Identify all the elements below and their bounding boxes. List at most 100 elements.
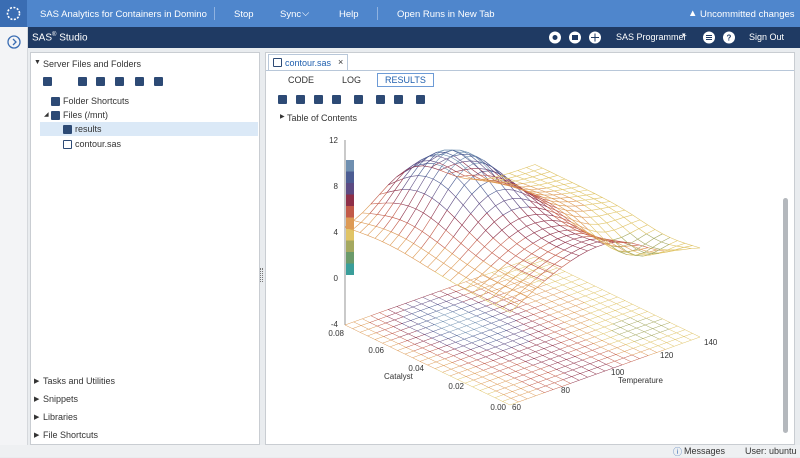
floor-line	[560, 346, 569, 349]
refresh-button[interactable]	[154, 77, 163, 86]
editor-tab[interactable]: contour.sas ×	[268, 54, 348, 70]
sign-out[interactable]: Sign Out	[749, 32, 784, 42]
tab-close[interactable]: ×	[338, 57, 343, 67]
mesh-line	[565, 242, 573, 245]
section[interactable]: File Shortcuts	[43, 430, 98, 440]
mesh-line	[539, 252, 548, 258]
floor-line	[516, 274, 525, 277]
download-button[interactable]	[96, 77, 105, 86]
tool-button[interactable]	[354, 95, 363, 104]
mesh-line	[429, 253, 437, 258]
floor-line	[506, 381, 514, 385]
tree-toggle[interactable]: ◢	[44, 111, 49, 118]
tree-item[interactable]: contour.sas	[75, 139, 121, 149]
floor-line	[434, 322, 443, 325]
floor-line	[593, 344, 601, 348]
mesh-line	[526, 165, 535, 168]
mesh-line	[518, 231, 526, 238]
tool-button[interactable]	[278, 95, 287, 104]
floor-line	[564, 370, 573, 373]
mesh-line	[503, 301, 512, 309]
tool-button[interactable]	[296, 95, 305, 104]
selected-row[interactable]	[40, 122, 258, 136]
section[interactable]: Libraries	[43, 412, 78, 422]
splitter[interactable]	[260, 268, 263, 282]
view-tab[interactable]: LOG	[342, 75, 361, 85]
menu-open-runs[interactable]: Open Runs in New Tab	[397, 9, 495, 20]
tool-button[interactable]	[394, 95, 403, 104]
section[interactable]: Tasks and Utilities	[43, 376, 115, 386]
view-tab[interactable]: CODE	[288, 75, 314, 85]
floor-line	[667, 343, 675, 347]
floor-line	[630, 315, 639, 318]
floor-line	[483, 326, 491, 330]
toc[interactable]: Table of Contents	[287, 113, 357, 123]
tool-button[interactable]	[416, 95, 425, 104]
mesh-line	[475, 261, 484, 269]
floor-line	[638, 318, 647, 321]
floor-line	[527, 304, 535, 308]
floor-line	[555, 281, 563, 285]
app-logo[interactable]	[0, 0, 27, 27]
floor-line	[369, 329, 377, 333]
mesh-line	[536, 281, 545, 289]
mesh-line	[401, 190, 410, 204]
tool-button[interactable]	[314, 95, 323, 104]
tool-button[interactable]	[332, 95, 341, 104]
mesh-line	[553, 195, 561, 198]
floor-line	[599, 310, 607, 314]
floor-line	[652, 335, 660, 339]
menu-stop[interactable]: Stop	[234, 9, 254, 20]
properties-button[interactable]	[135, 77, 144, 86]
floor-line	[431, 345, 439, 349]
mesh-line	[451, 268, 459, 273]
floor-line	[446, 349, 455, 352]
mesh-line	[525, 171, 534, 174]
section[interactable]: Snippets	[43, 394, 78, 404]
floor-line	[501, 313, 509, 317]
tree-item[interactable]: Files (/mnt)	[63, 110, 108, 120]
mesh-line	[362, 213, 370, 214]
new-button[interactable]	[43, 77, 52, 86]
view-tab-active[interactable]: RESULTS	[377, 73, 434, 87]
floor-line	[562, 292, 570, 296]
floor-line	[485, 361, 494, 364]
mesh-line	[670, 238, 678, 241]
mesh-line	[549, 178, 557, 181]
floor-line	[594, 293, 602, 297]
delete-button[interactable]	[78, 77, 87, 86]
expand-button[interactable]	[7, 35, 21, 49]
mesh-line	[538, 188, 547, 189]
help-icons[interactable]: ?	[702, 30, 742, 45]
mesh-line	[598, 223, 607, 225]
floor-line	[498, 331, 507, 334]
messages[interactable]: Messages	[684, 446, 725, 456]
floor-line	[567, 306, 576, 309]
tree-item[interactable]: results	[75, 124, 102, 134]
toolbar-icons[interactable]	[548, 30, 623, 45]
upload-button[interactable]	[115, 77, 124, 86]
z-tick-label: 4	[334, 228, 339, 237]
mesh-line	[543, 229, 551, 234]
floor-line	[503, 348, 512, 351]
scrollbar[interactable]	[783, 198, 788, 433]
floor-line	[554, 285, 563, 288]
collapse-arrow[interactable]: ▼	[34, 59, 41, 66]
menu-help[interactable]: Help	[339, 9, 359, 20]
mesh-line	[466, 269, 475, 277]
role-menu[interactable]: SAS Programmer	[616, 32, 687, 42]
floor-line	[460, 366, 468, 370]
warning[interactable]: Uncommitted changes	[700, 9, 795, 20]
mesh-line	[516, 256, 524, 260]
floor-line	[537, 291, 546, 294]
mesh-line	[594, 198, 603, 199]
tree-item[interactable]: Folder Shortcuts	[63, 96, 129, 106]
floor-line	[637, 325, 646, 328]
floor-line	[503, 398, 512, 401]
mesh-line	[553, 194, 562, 195]
toc-arrow[interactable]: ▶	[280, 113, 285, 120]
floor-line	[493, 313, 502, 316]
floor-line	[573, 370, 581, 374]
tool-button[interactable]	[376, 95, 385, 104]
menu-sync[interactable]: Sync	[280, 9, 301, 20]
